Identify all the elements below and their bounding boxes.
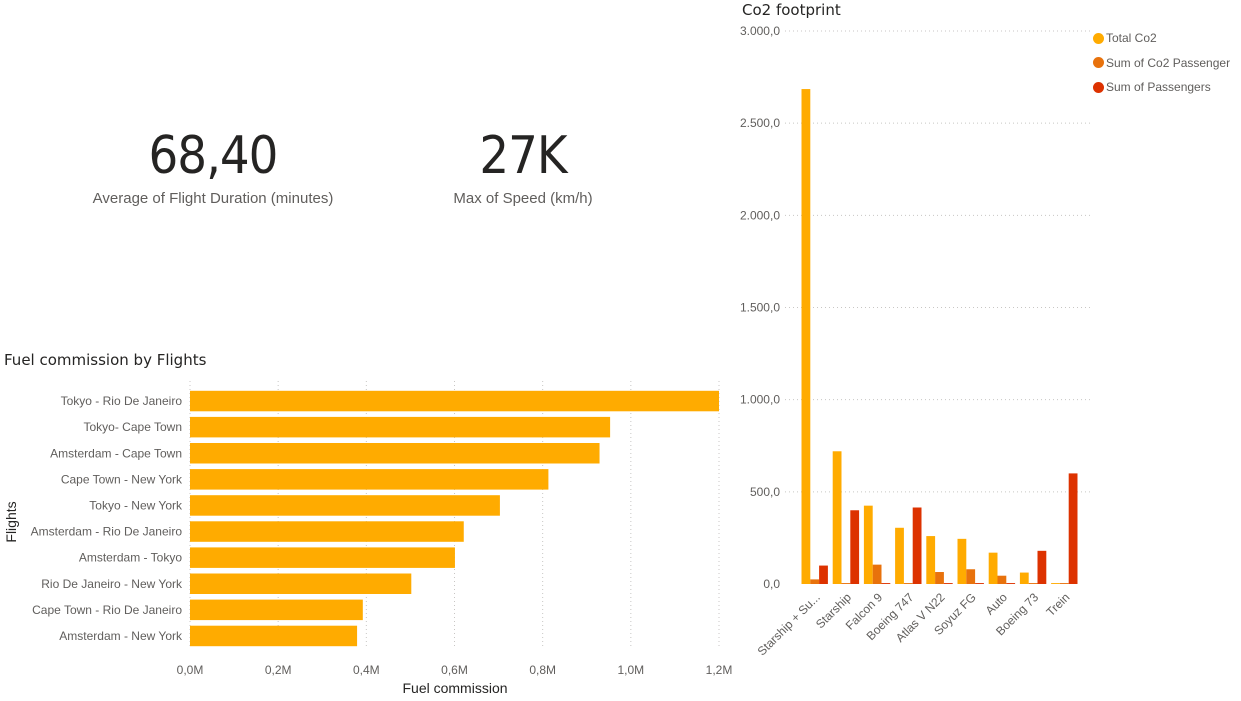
- y-tick-label: 2.000,0: [740, 208, 780, 222]
- y-tick-label: Amsterdam - Rio De Janeiro: [31, 525, 183, 539]
- y-tick-label: 1.500,0: [740, 301, 780, 315]
- bar: [1006, 583, 1016, 584]
- bar: [935, 572, 944, 584]
- bar: [190, 469, 549, 490]
- fuel-chart-title: Fuel commission by Flights: [4, 351, 207, 369]
- y-tick-label: Amsterdam - New York: [59, 629, 183, 643]
- x-tick-label: 0,4M: [353, 663, 380, 677]
- y-tick-label: Cape Town - New York: [61, 472, 183, 486]
- bar: [190, 443, 600, 464]
- bar: [801, 89, 811, 584]
- kpi-card-max-speed: 27K Max of Speed (km/h): [420, 128, 626, 207]
- bar: [1019, 572, 1029, 584]
- bar: [966, 569, 976, 584]
- bar: [881, 583, 891, 584]
- bar: [1037, 550, 1047, 584]
- bar: [943, 583, 953, 584]
- legend-label: Sum of Passengers: [1106, 80, 1211, 95]
- y-tick-label: Rio De Janeiro - New York: [41, 577, 183, 591]
- bar: [1051, 583, 1060, 584]
- co2-legend[interactable]: Total Co2 Sum of Co2 Passenger Sum of Pa…: [1093, 26, 1230, 100]
- y-tick-label: 500,0: [750, 485, 780, 499]
- bar: [997, 575, 1007, 584]
- bar: [190, 547, 455, 568]
- kpi-value: 27K: [479, 126, 567, 186]
- bar: [190, 573, 412, 594]
- bar: [841, 583, 851, 584]
- x-tick-label: 0,6M: [441, 663, 468, 677]
- legend-item-total-co2[interactable]: Total Co2: [1093, 26, 1230, 51]
- y-tick-label: 0,0: [763, 577, 780, 591]
- kpi-value: 68,40: [148, 126, 279, 186]
- bar: [190, 625, 358, 647]
- y-tick-label: 3.000,0: [740, 24, 780, 38]
- bar: [190, 495, 500, 516]
- y-tick-label: Cape Town - Rio De Janeiro: [32, 603, 182, 617]
- bar: [863, 505, 873, 584]
- bar: [190, 390, 719, 412]
- fuel-commission-chart: 0,0M 0,2M 0,4M 0,6M 0,8M 1,0M 1,2M Tokyo - Rio …: [3, 381, 733, 696]
- y-tick-label: Tokyo- Cape Town: [84, 420, 183, 434]
- legend-label: Sum of Co2 Passenger: [1106, 55, 1231, 70]
- x-tick-label: 0,2M: [265, 663, 292, 677]
- bar: [957, 538, 967, 584]
- bar: [903, 583, 913, 584]
- y-tick-label: Tokyo - New York: [89, 498, 183, 512]
- bar: [895, 527, 904, 584]
- bar: [912, 507, 922, 584]
- y-axis-title: Flights: [3, 501, 19, 542]
- y-tick-label: Amsterdam - Cape Town: [50, 446, 182, 460]
- bar: [872, 564, 882, 584]
- bar: [1028, 583, 1038, 584]
- bar: [832, 451, 842, 584]
- bar: [850, 510, 860, 584]
- co2-chart-title: Co2 footprint: [742, 1, 841, 19]
- kpi-label: Max of Speed (km/h): [453, 190, 593, 207]
- x-tick-label: 1,2M: [706, 663, 733, 677]
- y-tick-label: Tokyo - Rio De Janeiro: [61, 394, 183, 408]
- y-tick-label: 2.500,0: [740, 116, 780, 130]
- legend-dot-icon: [1093, 32, 1104, 44]
- bar: [975, 583, 984, 584]
- x-tick-label: Trein: [1043, 590, 1072, 619]
- bar: [810, 579, 820, 584]
- bar: [1059, 583, 1069, 584]
- bar: [190, 521, 464, 542]
- y-tick-label: Amsterdam - Tokyo: [79, 551, 182, 565]
- bar: [190, 416, 611, 438]
- legend-item-co2-passenger[interactable]: Sum of Co2 Passenger: [1093, 51, 1230, 76]
- legend-dot-icon: [1093, 57, 1104, 69]
- bar: [819, 565, 828, 584]
- bar: [926, 536, 936, 584]
- bar: [988, 552, 998, 584]
- x-tick-label: 1,0M: [617, 663, 644, 677]
- x-tick-label: Auto: [983, 590, 1011, 618]
- kpi-card-flight-duration: 68,40 Average of Flight Duration (minute…: [60, 128, 366, 207]
- legend-label: Total Co2: [1106, 31, 1157, 46]
- y-tick-label: 1.000,0: [740, 393, 780, 407]
- bar: [1068, 473, 1078, 584]
- legend-item-passengers[interactable]: Sum of Passengers: [1093, 75, 1230, 100]
- x-tick-label: 0,8M: [529, 663, 556, 677]
- x-tick-label: 0,0M: [177, 663, 204, 677]
- bar: [190, 599, 363, 621]
- kpi-label: Average of Flight Duration (minutes): [92, 190, 334, 207]
- legend-dot-icon: [1093, 81, 1104, 93]
- x-axis-title: Fuel commission: [402, 680, 507, 696]
- x-tick-label: Starship + Su...: [755, 590, 823, 658]
